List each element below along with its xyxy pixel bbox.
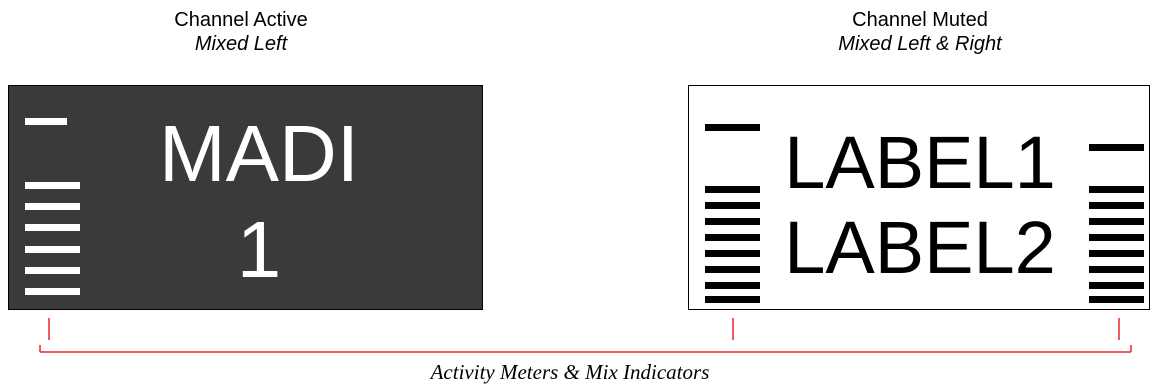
channel-label-line1: LABEL1: [784, 121, 1056, 204]
right-meter-bar: [1089, 186, 1144, 193]
active-panel-title: Channel Active: [174, 9, 308, 31]
left-meter-bar: [705, 186, 760, 193]
left-meter-bar: [25, 246, 80, 253]
left-meter-bar: [25, 267, 80, 274]
annotation-label: Activity Meters & Mix Indicators: [430, 360, 710, 384]
left-meter-bar: [25, 182, 80, 189]
left-meter-bar: [705, 282, 760, 289]
right-meter-bar: [1089, 282, 1144, 289]
left-meter-bar: [705, 250, 760, 257]
channel-label-line2: LABEL2: [784, 206, 1056, 289]
right-meter-bar: [1089, 266, 1144, 273]
left-meter-bar: [25, 288, 80, 295]
muted-panel-title: Channel Muted: [852, 9, 988, 31]
left-mix-indicator-bar: [25, 118, 67, 125]
muted-panel-subtitle: Mixed Left & Right: [838, 33, 1002, 55]
left-meter-bar: [25, 203, 80, 210]
channel-muted-display: LABEL1 LABEL2: [688, 85, 1150, 310]
left-meter-bar: [705, 218, 760, 225]
right-meter-bar: [1089, 218, 1144, 225]
active-panel-caption: Channel Active Mixed Left: [121, 8, 361, 56]
left-meter-bar: [705, 296, 760, 303]
left-mix-indicator-bar: [705, 124, 760, 131]
channel-label-line1: MADI: [159, 109, 359, 198]
right-meter-bar: [1089, 234, 1144, 241]
left-meter-bar: [705, 266, 760, 273]
left-meter-bar: [25, 224, 80, 231]
left-meter-bar: [705, 202, 760, 209]
muted-panel-caption: Channel Muted Mixed Left & Right: [790, 8, 1050, 56]
left-meter-bar: [705, 234, 760, 241]
active-panel-subtitle: Mixed Left: [194, 33, 288, 55]
channel-active-display: MADI 1: [8, 85, 483, 310]
right-meter-bar: [1089, 250, 1144, 257]
right-meter-bar: [1089, 296, 1144, 303]
channel-label-line2: 1: [236, 205, 282, 294]
right-mix-indicator-bar: [1089, 144, 1144, 151]
right-meter-bar: [1089, 202, 1144, 209]
